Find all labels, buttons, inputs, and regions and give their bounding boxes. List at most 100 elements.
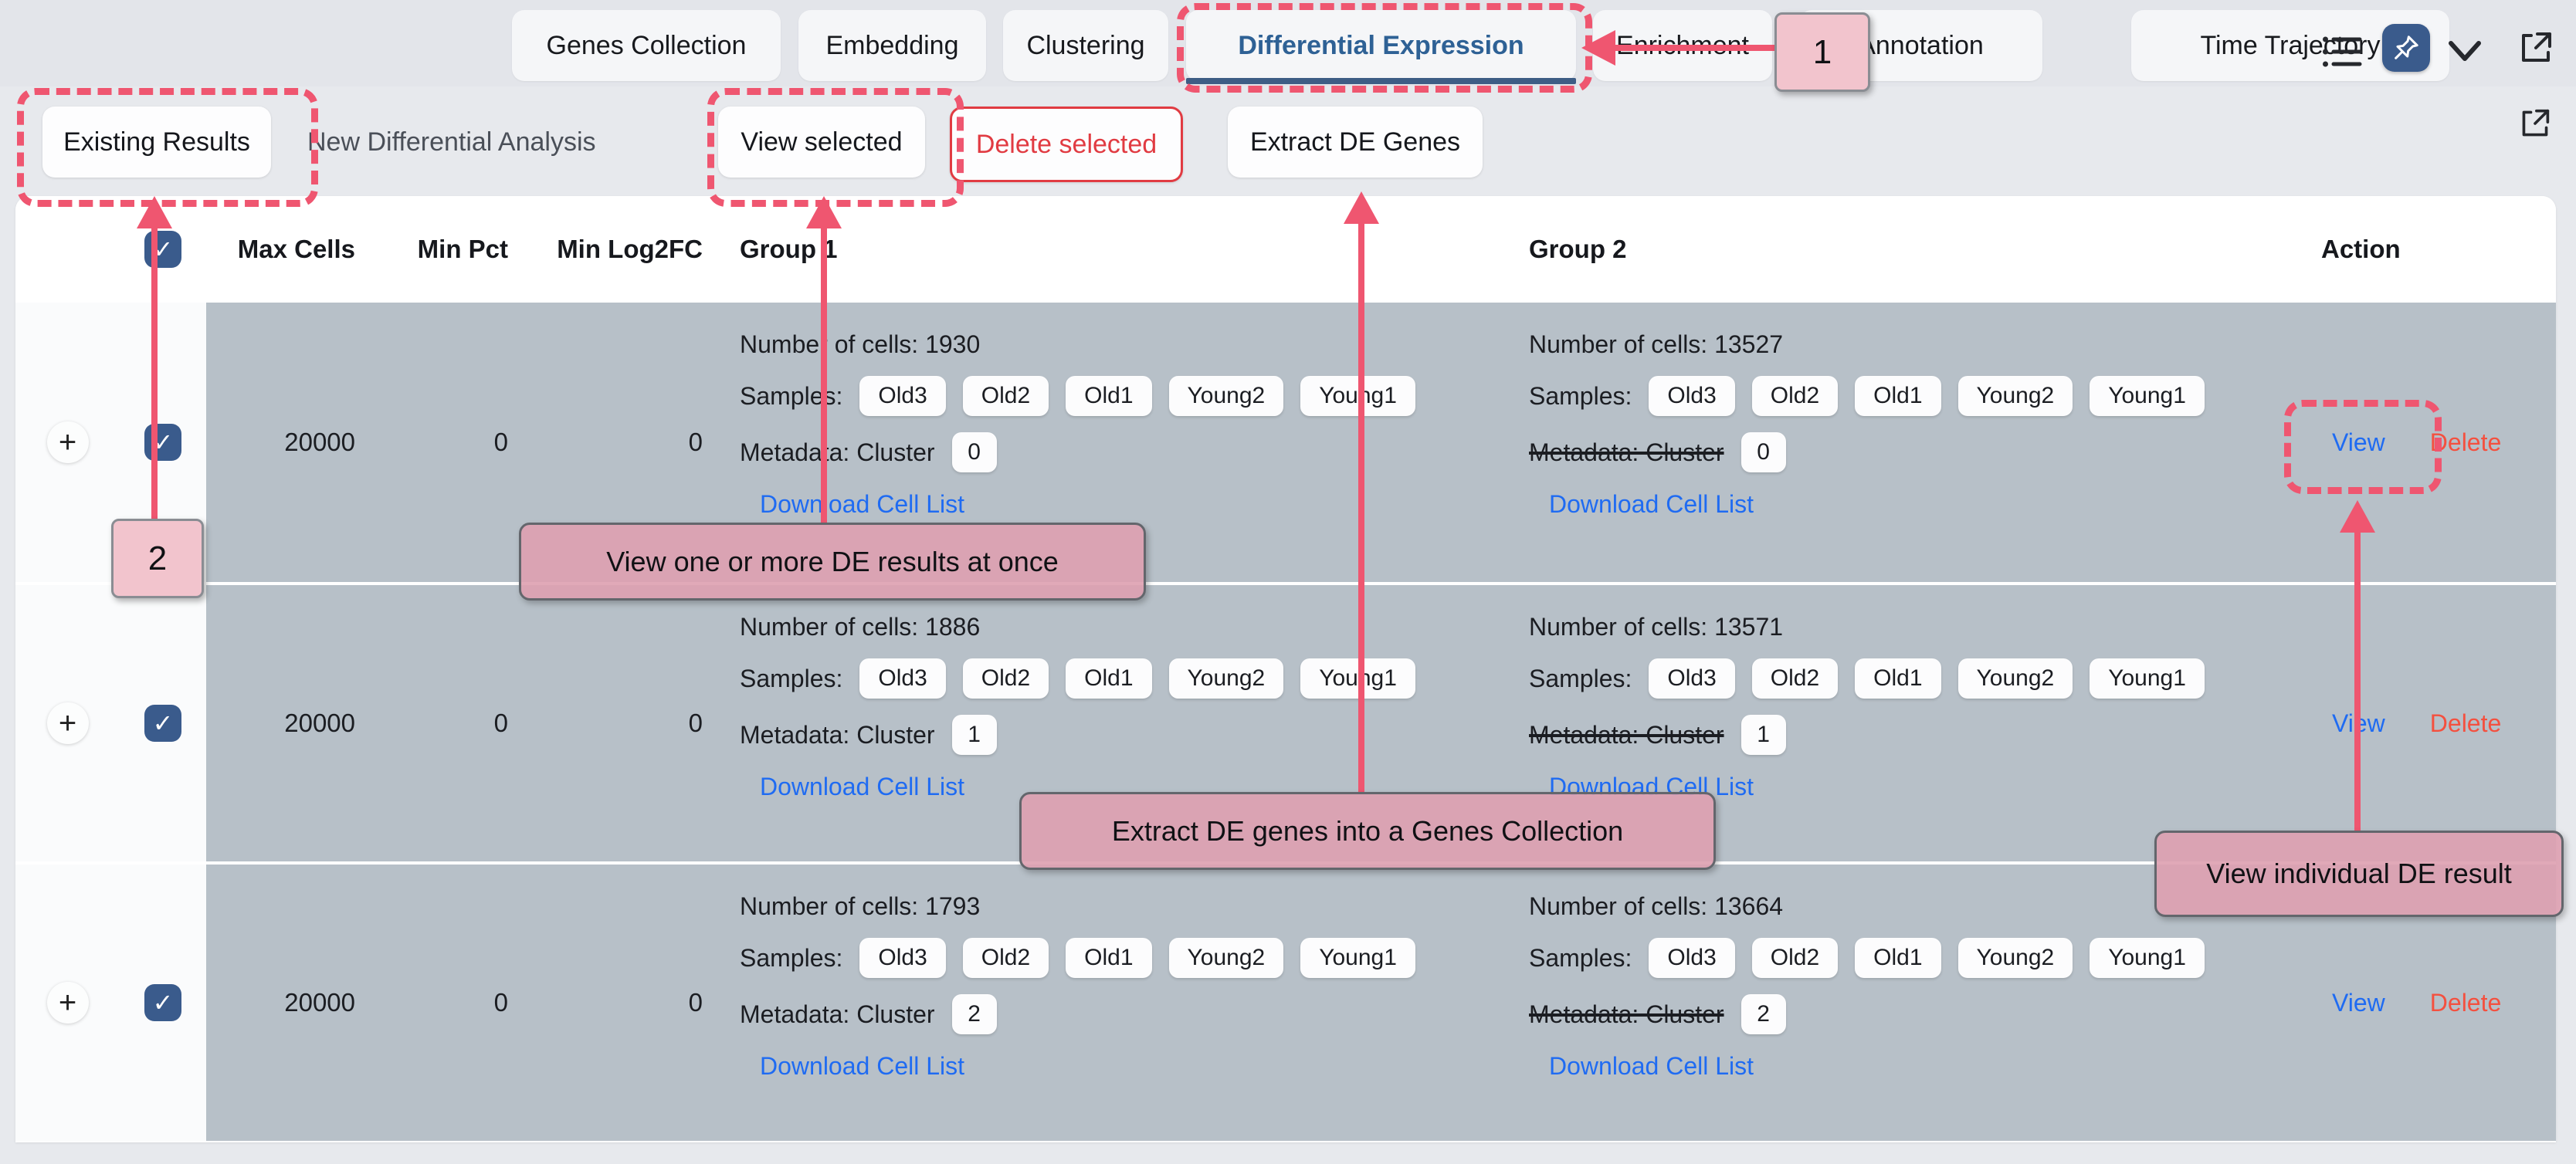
row-checkbox[interactable]: ✓ <box>144 984 181 1021</box>
download-cell-list-link[interactable]: Download Cell List <box>1549 1051 1754 1080</box>
tab-embedding[interactable]: Embedding <box>798 10 986 81</box>
button-label: Delete selected <box>975 129 1158 159</box>
metadata-label: Metadata: Cluster <box>740 1000 935 1028</box>
metadata-line: Metadata: Cluster 1 <box>740 715 1509 755</box>
view-link[interactable]: View <box>2332 988 2385 1017</box>
pin-icon[interactable] <box>2382 24 2430 72</box>
callout-view-selected: View one or more DE results at once <box>519 523 1146 601</box>
tab-genes-collection[interactable]: Genes Collection <box>512 10 781 81</box>
button-label: View selected <box>741 127 903 157</box>
group2-cell: Number of cells: 13571 Samples: Old3 Old… <box>1517 582 2295 861</box>
cell-count: Number of cells: 1930 <box>740 330 981 358</box>
delete-link[interactable]: Delete <box>2429 709 2502 737</box>
sample-tag: Young2 <box>1168 376 1284 416</box>
expand-row-button[interactable]: + <box>46 421 89 463</box>
group1-cell: Number of cells: 1793 Samples: Old3 Old2… <box>727 861 1517 1141</box>
view-selected-button[interactable]: View selected <box>718 107 925 178</box>
metadata-label: Metadata: Cluster <box>1529 1000 1724 1028</box>
row-checkbox[interactable]: ✓ <box>144 705 181 742</box>
arrow-line-view-individual <box>2354 530 2361 832</box>
sample-tag: Old2 <box>1751 938 1839 978</box>
download-cell-list-link[interactable]: Download Cell List <box>1549 489 1754 518</box>
expand-column-header <box>15 196 120 303</box>
tab-clustering[interactable]: Clustering <box>1003 10 1168 81</box>
sample-tag: Old2 <box>1751 658 1839 699</box>
external-link-icon[interactable] <box>2520 108 2551 139</box>
table-row: + ✓ 20000 0 0 Number of cells: 1886 Samp… <box>15 582 2556 861</box>
max-cells-value: 20000 <box>206 582 380 861</box>
list-icon[interactable] <box>2323 36 2363 68</box>
row-checkbox[interactable]: ✓ <box>144 424 181 461</box>
arrow-line-step2 <box>151 225 158 520</box>
arrow-line-step1 <box>1614 45 1778 51</box>
metadata-line: Metadata: Cluster 1 <box>1529 715 2287 755</box>
sample-tag: Young1 <box>1300 938 1415 978</box>
samples-line: Samples: Old3 Old2 Old1 Young2 Young1 <box>1529 658 2287 699</box>
column-header-action: Action <box>2321 235 2401 263</box>
metadata-value-tag: 1 <box>951 715 997 755</box>
table-row: + ✓ 20000 0 0 Number of cells: 1930 Samp… <box>15 303 2556 582</box>
samples-label: Samples: <box>1529 664 1632 692</box>
sample-tag: Old3 <box>1649 938 1735 978</box>
sample-tag: Old1 <box>1855 376 1941 416</box>
column-header-max-cells: Max Cells <box>237 235 355 263</box>
arrow-head-view-individual <box>2340 500 2375 533</box>
sample-tag: Old3 <box>859 938 946 978</box>
sample-tag: Old3 <box>1649 376 1735 416</box>
extract-de-genes-button[interactable]: Extract DE Genes <box>1228 107 1483 178</box>
cell-count: Number of cells: 13527 <box>1529 330 1784 358</box>
arrow-head-view-selected <box>806 196 842 228</box>
sample-tag: Old1 <box>1066 658 1152 699</box>
download-cell-list-link[interactable]: Download Cell List <box>760 772 965 800</box>
view-link[interactable]: View <box>2332 428 2385 456</box>
sample-tag: Old3 <box>1649 658 1735 699</box>
delete-link[interactable]: Delete <box>2429 988 2502 1017</box>
expand-row-button[interactable]: + <box>46 982 89 1024</box>
samples-label: Samples: <box>740 664 843 692</box>
existing-results-button[interactable]: Existing Results <box>42 107 271 178</box>
sample-tag: Young2 <box>1957 658 2073 699</box>
cell-count: Number of cells: 13571 <box>1529 612 1784 641</box>
download-cell-list-link[interactable]: Download Cell List <box>760 489 965 518</box>
sample-tag: Old2 <box>962 658 1049 699</box>
metadata-label: Metadata: Cluster <box>1529 720 1724 749</box>
expand-row-button[interactable]: + <box>46 702 89 744</box>
sample-tag: Young1 <box>1300 376 1415 416</box>
action-cell: View Delete <box>2295 303 2556 582</box>
delete-link[interactable]: Delete <box>2429 428 2502 456</box>
check-icon: ✓ <box>152 709 174 737</box>
sample-tag: Young1 <box>2090 938 2205 978</box>
sample-tag: Old2 <box>962 376 1049 416</box>
max-cells-value: 20000 <box>206 861 380 1141</box>
min-pct-value: 0 <box>380 861 533 1141</box>
external-link-icon[interactable] <box>2519 31 2553 65</box>
new-differential-analysis-button[interactable]: New Differential Analysis <box>307 107 596 178</box>
sample-tag: Young2 <box>1168 658 1284 699</box>
results-table: ✓ Max Cells Min Pct Min Log2FC Group 1 G… <box>15 196 2556 1142</box>
arrow-head-step1 <box>1581 30 1615 66</box>
min-pct-value: 0 <box>380 303 533 582</box>
metadata-value-tag: 0 <box>951 432 997 472</box>
sample-tag: Old2 <box>962 938 1049 978</box>
metadata-value-tag: 2 <box>1740 994 1786 1034</box>
action-cell: View Delete <box>2295 582 2556 861</box>
sample-tag: Young2 <box>1168 938 1284 978</box>
chevron-down-icon[interactable] <box>2448 40 2482 62</box>
delete-selected-button[interactable]: Delete selected <box>950 107 1183 182</box>
step-1-badge: 1 <box>1774 12 1870 92</box>
metadata-label: Metadata: Cluster <box>740 720 935 749</box>
sample-tag: Young1 <box>2090 658 2205 699</box>
sample-tag: Old1 <box>1066 376 1152 416</box>
samples-line: Samples: Old3 Old2 Old1 Young2 Young1 <box>740 658 1509 699</box>
cell-count: Number of cells: 1793 <box>740 892 981 920</box>
tab-differential-expression[interactable]: Differential Expression <box>1186 10 1576 84</box>
min-pct-value: 0 <box>380 582 533 861</box>
tab-bar: Genes Collection Embedding Clustering Di… <box>0 0 2576 86</box>
download-cell-list-link[interactable]: Download Cell List <box>760 1051 965 1080</box>
cell-count: Number of cells: 13664 <box>1529 892 1784 920</box>
sample-tag: Old1 <box>1855 658 1941 699</box>
metadata-value-tag: 0 <box>1740 432 1786 472</box>
button-label: Existing Results <box>63 127 250 157</box>
select-all-checkbox[interactable]: ✓ <box>144 231 181 268</box>
